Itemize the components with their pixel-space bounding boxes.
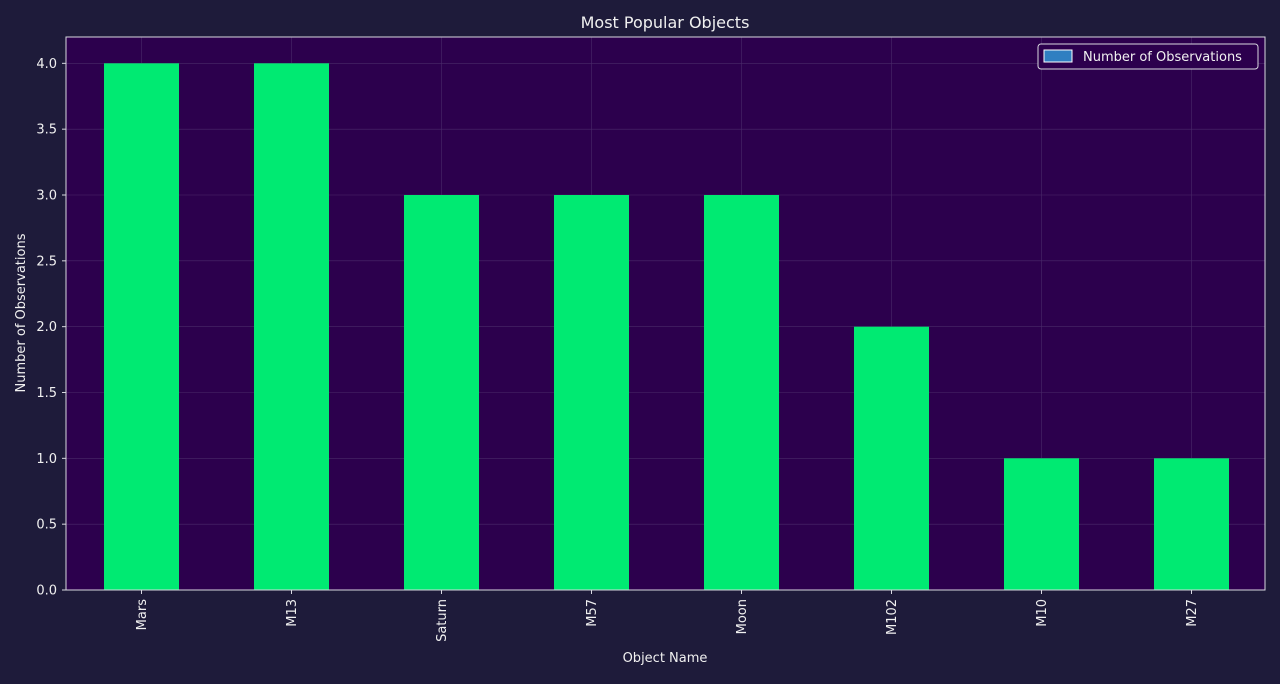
bar-m102 <box>854 326 929 590</box>
y-tick-label: 2.0 <box>36 320 57 335</box>
x-tick-label: M102 <box>885 599 900 635</box>
x-tick-label: M57 <box>585 599 600 627</box>
x-axis: Mars M13 Saturn M57 Moon M102 M10 M27 <box>135 590 1200 642</box>
y-tick-label: 3.5 <box>36 123 57 138</box>
y-axis-label: Number of Observations <box>14 233 29 392</box>
x-axis-label: Object Name <box>623 651 708 666</box>
bar-m27 <box>1154 458 1229 590</box>
bar-saturn <box>404 195 479 590</box>
y-tick-label: 4.0 <box>36 57 57 72</box>
bar-mars <box>104 63 179 591</box>
y-tick-label: 0.5 <box>36 518 57 533</box>
x-tick-label: Moon <box>735 599 750 634</box>
x-tick-label: M13 <box>285 599 300 627</box>
legend-swatch <box>1043 49 1073 63</box>
y-tick-label: 1.5 <box>36 386 57 401</box>
plot-frame <box>65 36 1266 591</box>
bar-m10 <box>1004 458 1079 590</box>
legend-box <box>1037 43 1259 70</box>
x-tick-label: M10 <box>1035 599 1050 627</box>
y-axis: 0.0 0.5 1.0 1.5 2.0 2.5 3.0 3.5 4.0 <box>36 57 66 599</box>
y-tick-label: 1.0 <box>36 452 57 467</box>
bar-m57 <box>554 195 629 590</box>
y-tick-label: 3.0 <box>36 189 57 204</box>
bar-series <box>104 63 1229 591</box>
x-tick-label: Saturn <box>435 599 450 642</box>
x-tick-label: M27 <box>1185 599 1200 627</box>
legend-label: Number of Observations <box>1083 50 1242 65</box>
x-tick-label: Mars <box>135 599 150 631</box>
y-tick-label: 2.5 <box>36 254 57 269</box>
plot-background <box>66 37 1265 590</box>
y-tick-label: 0.0 <box>36 584 57 599</box>
chart-title: Most Popular Objects <box>581 13 750 32</box>
legend: Number of Observations <box>1037 43 1259 70</box>
bar-moon <box>704 195 779 590</box>
bar-m13 <box>254 63 329 591</box>
